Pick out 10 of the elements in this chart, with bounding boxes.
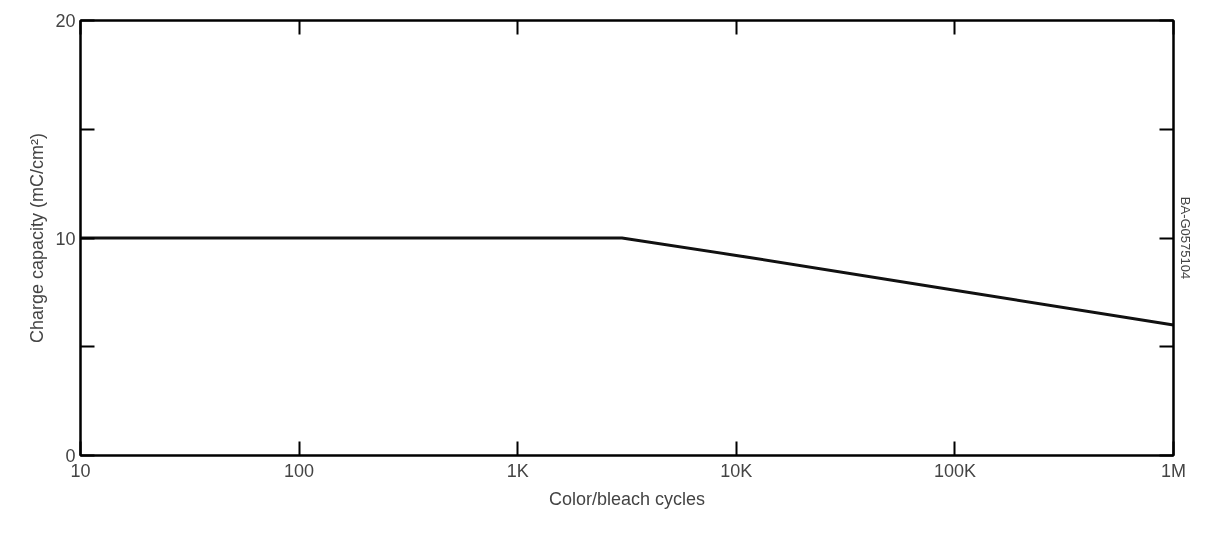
x-axis-title: Color/bleach cycles <box>548 488 706 509</box>
y-tick-label: 20 <box>55 11 76 31</box>
x-tick-label: 1M <box>1161 460 1187 481</box>
x-tick-label: 10K <box>720 460 753 481</box>
y-tick-label: 10 <box>55 228 76 249</box>
y-axis-title: Charge capacity (mC/cm²) <box>27 132 48 344</box>
x-tick-label: 100K <box>933 460 976 481</box>
x-tick-label: 100 <box>284 460 315 481</box>
text: BA-G0575104 <box>1177 196 1193 280</box>
x-tick-label: 1K <box>506 460 529 481</box>
